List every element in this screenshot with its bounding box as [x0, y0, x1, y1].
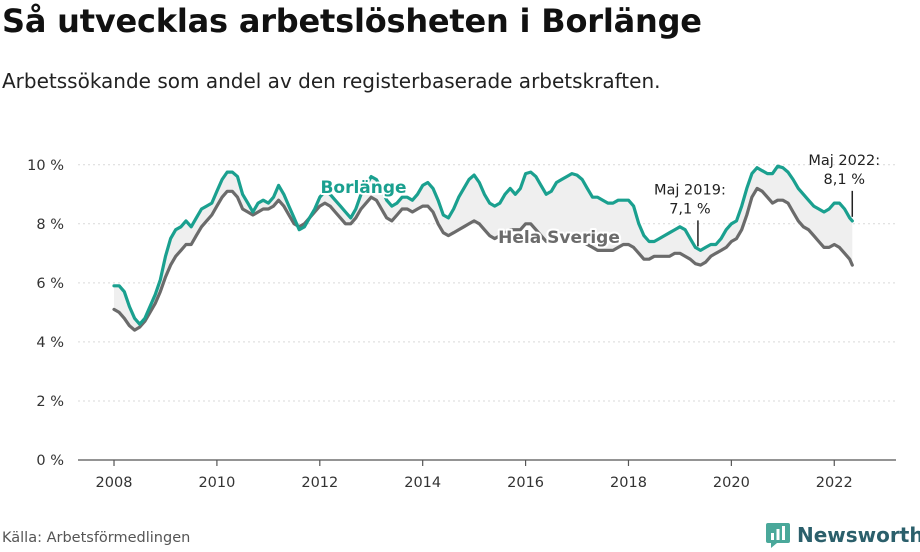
- x-tick-label: 2010: [198, 475, 235, 491]
- series-line-sverige: [112, 186, 854, 332]
- y-tick-label: 4 %: [36, 335, 64, 351]
- y-tick-label: 6 %: [36, 276, 64, 292]
- x-tick-label: 2022: [816, 475, 853, 491]
- y-tick-label: 8 %: [36, 217, 64, 233]
- series-label: Borlänge: [320, 178, 406, 198]
- chart-title: Så utvecklas arbetslösheten i Borlänge: [2, 2, 702, 40]
- x-tick-label: 2012: [301, 475, 338, 491]
- chart-subtitle: Arbetssökande som andel av den registerb…: [2, 69, 661, 93]
- x-tick-label: 2018: [610, 475, 647, 491]
- y-tick-label: 0 %: [36, 453, 64, 469]
- x-tick-label: 2016: [507, 475, 544, 491]
- y-tick-label: 10 %: [27, 158, 64, 174]
- annotation-value: 7,1 %: [669, 201, 710, 217]
- annotation-value: 8,1 %: [824, 172, 865, 188]
- brand-logo: Newsworthy: [765, 520, 920, 550]
- annotation-label: Maj 2019:: [654, 182, 726, 198]
- newsworthy-chart-icon: [766, 523, 790, 548]
- x-tick-label: 2020: [713, 475, 750, 491]
- brand-name: Newsworthy: [797, 523, 920, 547]
- y-tick-label: 2 %: [36, 394, 64, 410]
- series-label: Hela Sverige: [498, 228, 620, 248]
- x-tick-label: 2014: [404, 475, 441, 491]
- source-note: Källa: Arbetsförmedlingen: [2, 530, 191, 546]
- annotation-label: Maj 2022:: [808, 153, 880, 169]
- series-label-halo: Hela Sverige: [498, 228, 620, 248]
- x-tick-label: 2008: [96, 475, 133, 491]
- series-label-halo: Borlänge: [320, 178, 406, 198]
- series-line-borlange: [112, 164, 854, 326]
